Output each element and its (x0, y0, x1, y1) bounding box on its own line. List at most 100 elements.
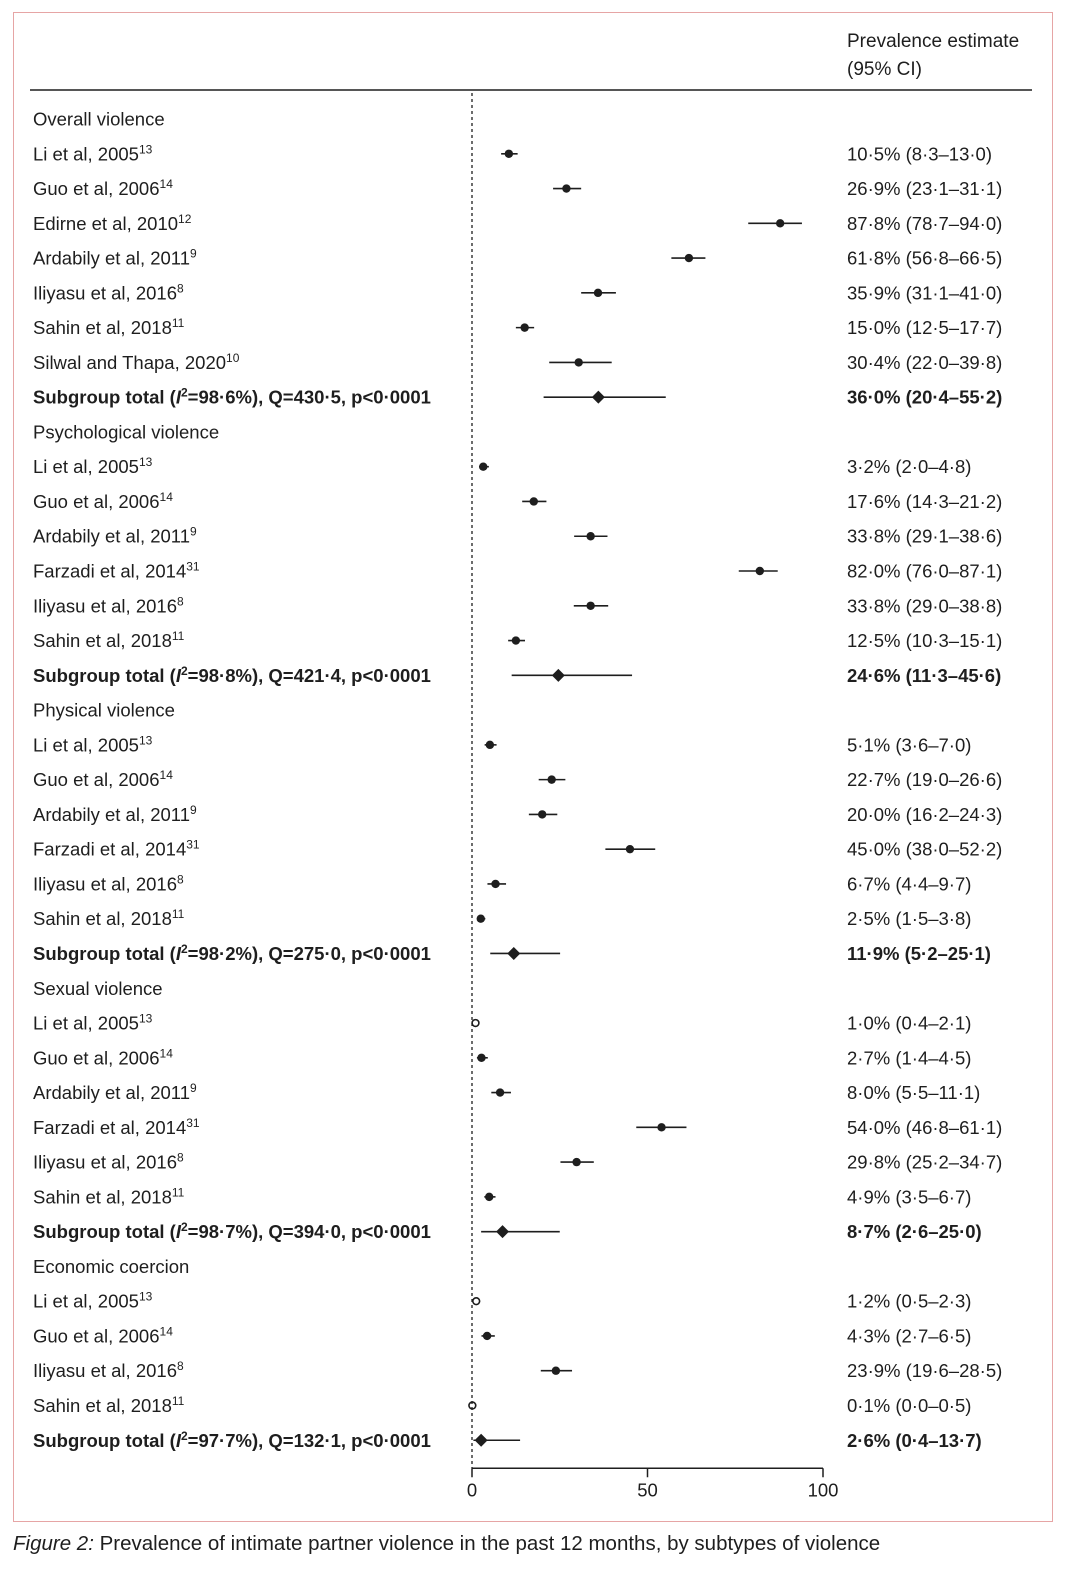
subtotal-prefix: Subgroup total ( (33, 387, 177, 408)
study-label: Farzadi et al, 201431 (33, 1116, 200, 1138)
subtotal-i-symbol: I (176, 1221, 182, 1242)
study-reference: 14 (160, 177, 174, 191)
point-estimate (586, 532, 595, 541)
study-name: Ardabily et al, 2011 (33, 526, 190, 547)
study-label: Ardabily et al, 20119 (33, 803, 197, 825)
study-reference: 31 (186, 560, 200, 574)
estimate-text: 23·9% (19·6–28·5) (847, 1360, 1002, 1381)
estimate-text: 33·8% (29·1–38·6) (847, 526, 1002, 547)
point-estimate (562, 184, 571, 193)
point-estimate (485, 740, 495, 750)
study-reference: 13 (139, 142, 153, 156)
study-name: Ardabily et al, 2011 (33, 1082, 190, 1103)
group-heading: Psychological violence (33, 421, 219, 442)
estimate-text: 20·0% (16·2–24·3) (847, 804, 1002, 825)
subtotal-label: Subgroup total (I2=98·2%), Q=275·0, p<0·… (33, 942, 431, 964)
estimate-text: 4·9% (3·5–6·7) (847, 1186, 971, 1207)
subtotal-estimate-text: 11·9% (5·2–25·1) (847, 943, 991, 964)
study-name: Sahin et al, 2018 (33, 1395, 172, 1416)
point-estimate (755, 566, 765, 576)
estimate-text: 1·2% (0·5–2·3) (847, 1291, 971, 1312)
study-label: Guo et al, 200614 (33, 177, 173, 199)
study-label: Iliyasu et al, 20168 (33, 281, 184, 303)
subtotal-estimate-text: 36·0% (20·4–55·2) (847, 387, 1002, 408)
subtotal-i-symbol: I (176, 943, 182, 964)
point-estimate (775, 219, 785, 228)
study-reference: 11 (172, 907, 185, 921)
study-reference: 11 (172, 1185, 185, 1199)
estimate-text: 22·7% (19·0–26·6) (847, 769, 1002, 790)
estimate-text: 15·0% (12·5–17·7) (847, 317, 1002, 338)
point-estimate (657, 1123, 666, 1132)
estimate-text: 17·6% (14·3–21·2) (847, 491, 1002, 512)
estimate-text: 87·8% (78·7–94·0) (847, 213, 1002, 234)
study-label: Guo et al, 200614 (33, 1046, 173, 1068)
figure-caption: Figure 2: Prevalence of intimate partner… (13, 1532, 880, 1556)
subtotal-estimate-text: 24·6% (11·3–45·6) (847, 665, 1001, 686)
study-label: Sahin et al, 201811 (33, 907, 185, 929)
study-reference: 13 (139, 1012, 153, 1026)
estimate-text: 2·5% (1·5–3·8) (847, 908, 971, 929)
subtotal-i-squared: 2 (181, 1220, 188, 1234)
study-reference: 14 (160, 1324, 174, 1338)
estimate-text: 1·0% (0·4–2·1) (847, 1013, 971, 1034)
estimate-text: 26·9% (23·1–31·1) (847, 178, 1002, 199)
point-estimate (476, 914, 485, 923)
estimate-text: 29·8% (25·2–34·7) (847, 1152, 1002, 1173)
estimate-text: 82·0% (76·0–87·1) (847, 561, 1002, 582)
study-label: Iliyasu et al, 20168 (33, 1151, 184, 1173)
study-name: Guo et al, 2006 (33, 491, 160, 512)
caption-text: Prevalence of intimate partner violence … (93, 1532, 881, 1555)
estimate-text: 61·8% (56·8–66·5) (847, 248, 1002, 269)
study-name: Edirne et al, 2010 (33, 213, 178, 234)
study-reference: 11 (172, 316, 185, 330)
study-reference: 31 (186, 1116, 200, 1130)
point-estimate (482, 1331, 492, 1341)
group-heading: Economic coercion (33, 1256, 189, 1277)
x-tick-label: 0 (467, 1479, 477, 1500)
x-tick-label: 50 (637, 1479, 658, 1500)
study-label: Li et al, 200513 (33, 733, 153, 755)
study-label: Sahin et al, 201811 (33, 316, 185, 338)
subtotal-prefix: Subgroup total ( (33, 1430, 177, 1451)
study-reference: 8 (177, 594, 184, 608)
study-label: Guo et al, 200614 (33, 490, 173, 512)
study-reference: 9 (190, 247, 197, 261)
subtotal-estimate-text: 2·6% (0·4–13·7) (847, 1430, 982, 1451)
estimate-text: 6·7% (4·4–9·7) (847, 873, 971, 894)
point-estimate (511, 636, 521, 645)
study-name: Farzadi et al, 2014 (33, 561, 186, 582)
study-name: Silwal and Thapa, 2020 (33, 352, 226, 373)
study-label: Iliyasu et al, 20168 (33, 594, 184, 616)
estimate-header-line2: (95% CI) (847, 59, 922, 80)
point-estimate-open (472, 1296, 481, 1306)
study-reference: 14 (160, 768, 174, 782)
estimate-text: 0·1% (0·0–0·5) (847, 1395, 971, 1416)
study-label: Sahin et al, 201811 (33, 1394, 185, 1416)
subtotal-i-squared: 2 (181, 664, 188, 678)
study-name: Sahin et al, 2018 (33, 317, 172, 338)
point-estimate (547, 775, 556, 784)
study-reference: 13 (139, 455, 153, 469)
subtotal-i-symbol: I (176, 665, 182, 686)
study-label: Guo et al, 200614 (33, 1324, 173, 1346)
study-label: Sahin et al, 201811 (33, 1185, 185, 1207)
study-label: Iliyasu et al, 20168 (33, 872, 184, 894)
study-label: Farzadi et al, 201431 (33, 560, 200, 582)
point-estimate (529, 497, 538, 506)
subtotal-label: Subgroup total (I2=98·8%), Q=421·4, p<0·… (33, 664, 431, 686)
study-label: Edirne et al, 201012 (33, 212, 192, 234)
study-name: Iliyasu et al, 2016 (33, 1152, 177, 1173)
study-name: Li et al, 2005 (33, 456, 139, 477)
point-estimate (551, 1366, 561, 1375)
estimate-text: 45·0% (38·0–52·2) (847, 839, 1002, 860)
point-estimate (586, 601, 595, 610)
subtotal-diamond (496, 1225, 510, 1239)
subtotal-diamond (591, 390, 605, 404)
study-label: Ardabily et al, 20119 (33, 1081, 197, 1103)
point-estimate (495, 1088, 505, 1097)
figure-frame (13, 12, 1053, 1522)
subtotal-stats: =98·6%), Q=430·5, p<0·0001 (188, 387, 431, 408)
study-name: Guo et al, 2006 (33, 1325, 160, 1346)
